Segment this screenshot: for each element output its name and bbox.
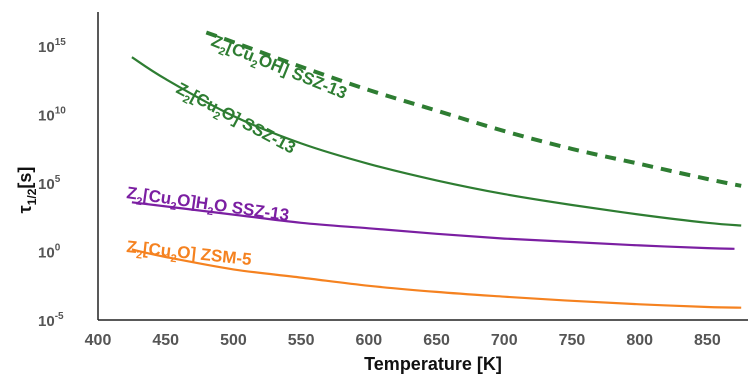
x-tick-label: 500 — [220, 332, 247, 349]
x-tick-label: 600 — [355, 332, 382, 349]
series-lines — [131, 30, 742, 309]
series-label-2: Z2[Cu2O] SSZ-13 — [171, 79, 299, 161]
y-axis-title-subscript: 1/2 — [25, 188, 39, 205]
y-tick-labels: 1015 1010 105 100 10-5 — [38, 37, 66, 330]
series-line-4 — [131, 248, 742, 309]
series-label-4: Z2[Cu2O] ZSM-5 — [125, 237, 252, 273]
x-axis-title: Temperature [K] — [364, 354, 502, 374]
axes — [97, 12, 748, 321]
series-line-1 — [205, 30, 742, 188]
series-line-2 — [131, 56, 742, 227]
series-label-3: Z2[Cu2O]H2O SSZ-13 — [125, 183, 290, 229]
x-tick-label: 750 — [559, 332, 586, 349]
series-label-1: Z2[Cu2OH] SSZ-13 — [207, 31, 350, 106]
x-tick-label: 400 — [85, 332, 112, 349]
x-tick-labels: 400 450 500 550 600 650 700 750 800 850 — [85, 332, 721, 349]
x-tick-label: 700 — [491, 332, 518, 349]
series-line-3 — [131, 201, 735, 250]
x-tick-label: 800 — [626, 332, 653, 349]
y-axis-title-unit: [s] — [15, 167, 35, 189]
x-tick-label: 850 — [694, 332, 721, 349]
y-tick-label: 1015 — [38, 37, 66, 56]
x-tick-label: 650 — [423, 332, 450, 349]
y-tick-label: 1010 — [38, 106, 66, 125]
y-tick-label: 100 — [38, 243, 61, 262]
y-axis-title: τ1/2[s] — [15, 167, 39, 214]
x-tick-label: 450 — [152, 332, 179, 349]
y-axis-title-symbol: τ — [15, 205, 35, 213]
y-tick-label: 10-5 — [38, 311, 64, 330]
y-tick-label: 105 — [38, 174, 61, 193]
x-tick-label: 550 — [288, 332, 315, 349]
